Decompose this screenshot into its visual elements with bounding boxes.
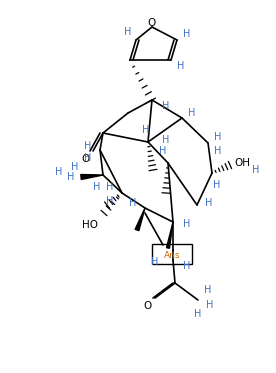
Text: H: H (106, 196, 114, 206)
Text: H: H (252, 165, 260, 175)
Text: H: H (129, 198, 137, 208)
Text: H: H (142, 125, 150, 135)
Text: H: H (177, 61, 185, 71)
Text: O: O (81, 154, 89, 164)
Text: O: O (148, 18, 156, 28)
Text: H: H (84, 141, 92, 151)
Polygon shape (135, 208, 145, 231)
FancyBboxPatch shape (152, 244, 192, 264)
Polygon shape (166, 222, 173, 248)
Text: H: H (183, 29, 191, 39)
Text: Ans: Ans (164, 251, 180, 260)
Text: H: H (188, 108, 196, 118)
Text: H: H (204, 285, 212, 295)
Text: H: H (214, 146, 222, 156)
Text: H: H (106, 182, 114, 192)
Text: H: H (162, 101, 170, 111)
Text: H: H (67, 172, 75, 182)
Text: H: H (162, 135, 170, 145)
Text: H: H (213, 180, 221, 190)
Text: OH: OH (234, 158, 250, 168)
Text: H: H (214, 132, 222, 142)
Text: HO: HO (82, 220, 98, 230)
Text: H: H (206, 300, 214, 310)
Text: O: O (143, 301, 151, 311)
Text: H: H (124, 27, 132, 37)
Text: H: H (84, 153, 92, 163)
Polygon shape (81, 175, 103, 179)
Text: H: H (183, 261, 191, 271)
Text: H: H (159, 146, 167, 156)
Text: H: H (55, 167, 63, 177)
Text: H: H (93, 182, 101, 192)
Text: H: H (183, 219, 191, 229)
Text: H: H (71, 162, 79, 172)
Text: H: H (194, 309, 202, 319)
Text: H: H (205, 198, 213, 208)
Text: H: H (151, 257, 159, 267)
